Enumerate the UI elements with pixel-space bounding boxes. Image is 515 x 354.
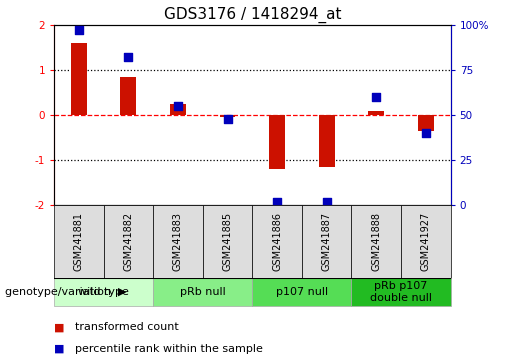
FancyBboxPatch shape xyxy=(203,205,252,278)
Title: GDS3176 / 1418294_at: GDS3176 / 1418294_at xyxy=(164,7,341,23)
Text: transformed count: transformed count xyxy=(75,322,178,332)
FancyBboxPatch shape xyxy=(252,205,302,278)
Bar xyxy=(418,115,434,131)
FancyBboxPatch shape xyxy=(104,205,153,278)
Point xyxy=(372,94,381,100)
Text: GSM241881: GSM241881 xyxy=(74,212,84,271)
Point xyxy=(124,55,132,60)
Text: GSM241885: GSM241885 xyxy=(222,212,233,271)
Point xyxy=(174,103,182,109)
FancyBboxPatch shape xyxy=(351,205,401,278)
Point xyxy=(422,130,430,136)
Point xyxy=(273,199,281,205)
Text: GSM241883: GSM241883 xyxy=(173,212,183,271)
Point xyxy=(322,199,331,205)
Text: genotype/variation  ▶: genotype/variation ▶ xyxy=(5,287,127,297)
FancyBboxPatch shape xyxy=(153,205,203,278)
FancyBboxPatch shape xyxy=(54,279,153,306)
Point xyxy=(75,27,83,33)
Text: GSM241888: GSM241888 xyxy=(371,212,381,271)
FancyBboxPatch shape xyxy=(153,279,252,306)
Text: percentile rank within the sample: percentile rank within the sample xyxy=(75,344,263,354)
Text: GSM241882: GSM241882 xyxy=(124,212,133,271)
Text: ■: ■ xyxy=(54,322,64,332)
Text: pRb p107
double null: pRb p107 double null xyxy=(370,281,432,303)
Bar xyxy=(71,43,87,115)
Bar xyxy=(368,112,384,115)
Text: GSM241886: GSM241886 xyxy=(272,212,282,271)
Text: ■: ■ xyxy=(54,344,64,354)
Text: GSM241927: GSM241927 xyxy=(421,212,431,271)
FancyBboxPatch shape xyxy=(351,279,451,306)
Text: GSM241887: GSM241887 xyxy=(322,212,332,271)
FancyBboxPatch shape xyxy=(401,205,451,278)
Bar xyxy=(219,115,235,117)
Point xyxy=(224,116,232,121)
FancyBboxPatch shape xyxy=(54,205,104,278)
Text: p107 null: p107 null xyxy=(276,287,328,297)
Text: wild type: wild type xyxy=(78,287,129,297)
Bar xyxy=(170,104,186,115)
Bar xyxy=(319,115,335,167)
FancyBboxPatch shape xyxy=(252,279,351,306)
Bar xyxy=(269,115,285,169)
Text: pRb null: pRb null xyxy=(180,287,226,297)
FancyBboxPatch shape xyxy=(302,205,351,278)
Bar xyxy=(121,77,136,115)
